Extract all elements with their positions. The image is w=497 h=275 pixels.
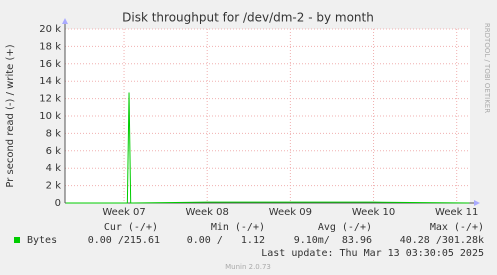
legend-swatch (14, 237, 20, 243)
y-tick-label: 20 k (39, 24, 61, 35)
legend-header: Max (-/+) (430, 222, 484, 233)
grid (65, 28, 470, 204)
x-tick-label: Week 11 (435, 207, 478, 218)
side-label: RRDTOOL / TOBI OETIKER (483, 23, 491, 113)
x-tick-label: Week 09 (269, 207, 312, 218)
y-arrow (62, 18, 68, 24)
y-tick-label: 12 k (39, 94, 61, 105)
y-tick-label: 18 k (39, 41, 61, 52)
chart-title: Disk throughput for /dev/dm-2 - by month (122, 11, 374, 25)
last-update: Last update: Thu Mar 13 03:30:05 2025 (261, 248, 484, 259)
plot-area (65, 29, 470, 203)
version: Munin 2.0.73 (225, 263, 271, 271)
y-axis-label: Pr second read (-) / write (+) (5, 44, 16, 187)
legend-header: Cur (-/+) (104, 222, 158, 233)
legend-value: 0.00 /215.61 (88, 235, 160, 246)
x-tick-label: Week 07 (102, 207, 145, 218)
y-tick-label: 0 (55, 198, 61, 209)
y-tick-label: 16 k (39, 59, 61, 70)
legend-header: Min (-/+) (211, 222, 265, 233)
x-tick-label: Week 10 (352, 207, 395, 218)
y-tick-label: 6 k (46, 146, 62, 157)
legend-header: Avg (-/+) (318, 222, 372, 233)
legend-value: 40.28 /301.28k (400, 235, 484, 246)
series-line (65, 92, 470, 204)
y-tick-label: 4 k (46, 163, 62, 174)
x-arrow (474, 200, 480, 206)
legend-entry: Bytes (27, 235, 57, 246)
y-tick-label: 8 k (46, 128, 62, 139)
legend-value: 0.00 / 1.12 (187, 235, 265, 246)
marks (65, 92, 470, 204)
y-tick-label: 14 k (39, 76, 61, 87)
y-tick-label: 2 k (46, 181, 62, 192)
legend-value: 9.10m/ 83.96 (294, 235, 372, 246)
y-tick-label: 10 k (39, 111, 61, 122)
x-tick-label: Week 08 (186, 207, 229, 218)
